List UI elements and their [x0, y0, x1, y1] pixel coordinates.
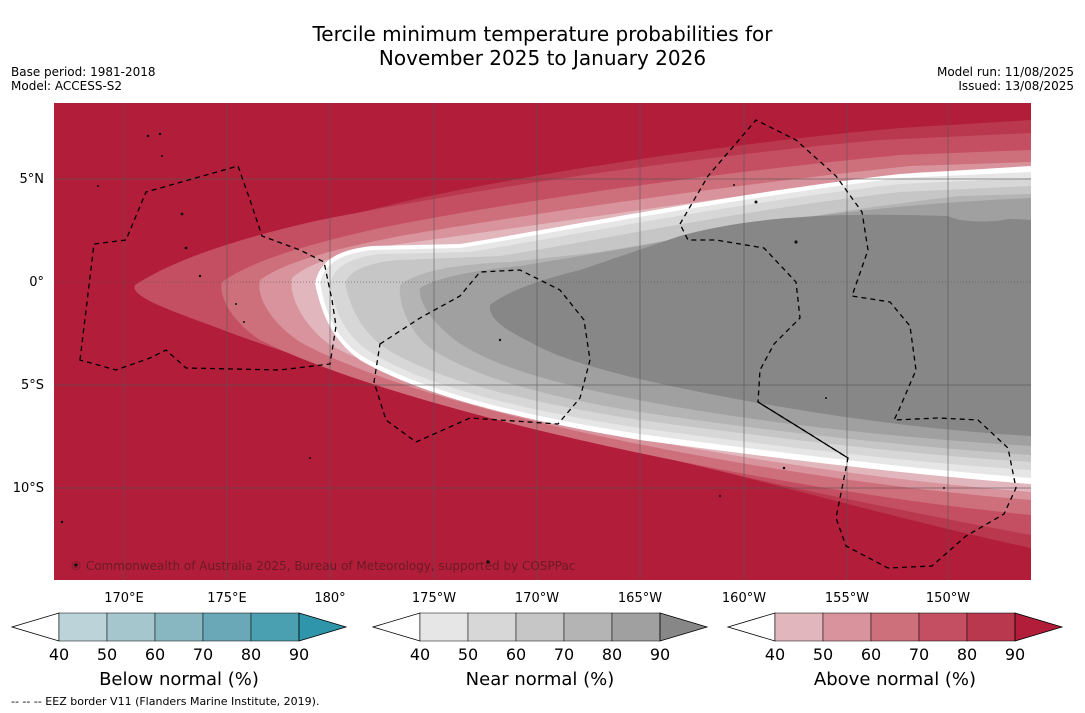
- colorbar-2: 40 50 60 70 80 90 Above normal (%): [726, 612, 1064, 690]
- colorbar-segment: [563, 612, 613, 642]
- colorbar-segment: [58, 612, 108, 642]
- map-title: Tercile minimum temperature probabilitie…: [0, 22, 1085, 70]
- colorbar-tick-label: 50: [97, 645, 117, 664]
- colorbar-tick-label: 50: [813, 645, 833, 664]
- colorbar-segment: [774, 612, 824, 642]
- colorbar-tick-label: 90: [650, 645, 670, 664]
- legend-colorbars: 40 50 60 70 80 90 Below normal (%) 40 50 60 70 80 90…: [10, 612, 1064, 690]
- meta-left: Base period: 1981-2018 Model: ACCESS-S2: [11, 65, 156, 93]
- colorbar-title: Below normal (%): [99, 669, 259, 690]
- colorbar-tick-label: 40: [49, 645, 69, 664]
- model-name: Model: ACCESS-S2: [11, 79, 123, 93]
- graticule: [54, 103, 1031, 580]
- lon-label: 175°E: [207, 591, 247, 606]
- colorbar-segment: [870, 612, 920, 642]
- colorbar-segment: [106, 612, 156, 642]
- lon-label: 175°W: [412, 591, 456, 606]
- colorbar-tick-label: 70: [193, 645, 213, 664]
- colorbar-segment: [202, 612, 252, 642]
- lon-label: 170°E: [104, 591, 144, 606]
- lon-label: 170°W: [515, 591, 559, 606]
- copyright-notice: © Commonwealth of Australia 2025, Bureau…: [70, 559, 575, 573]
- eez-phoenix: [373, 269, 591, 443]
- lat-label: 5°S: [21, 378, 44, 393]
- colorbar-segment: [154, 612, 204, 642]
- shade-near-90: [489, 214, 1031, 436]
- lon-label: 155°W: [825, 591, 869, 606]
- colorbar-segment: [611, 612, 661, 642]
- colorbar-extend-high: [659, 612, 709, 642]
- colorbar-tick-label: 60: [506, 645, 526, 664]
- colorbar-segment: [966, 612, 1016, 642]
- lon-label: 165°W: [618, 591, 662, 606]
- lat-labels: 5°N 0° 5°S 10°S: [13, 172, 44, 496]
- meta-right: Model run: 11/08/2025 Issued: 13/08/2025: [937, 65, 1074, 93]
- model-run: Model run: 11/08/2025: [936, 65, 1074, 79]
- eez-line-islands: [679, 119, 1017, 569]
- colorbar-title: Above normal (%): [814, 669, 976, 690]
- title-line-2: November 2025 to January 2026: [378, 46, 707, 70]
- colorbar-segment: [250, 612, 300, 642]
- lon-label: 160°W: [722, 591, 766, 606]
- colorbar-segment: [467, 612, 517, 642]
- colorbar-tick-label: 70: [909, 645, 929, 664]
- colorbar-tick-label: 40: [765, 645, 785, 664]
- eez-borders: [79, 119, 1017, 569]
- lon-labels: 170°E 175°E 180° 175°W 170°W 165°W 160°W…: [104, 591, 970, 606]
- lat-label: 10°S: [13, 481, 44, 496]
- colorbar-tick-label: 80: [602, 645, 622, 664]
- lon-label: 150°W: [926, 591, 970, 606]
- lon-label: 180°: [314, 591, 345, 606]
- colorbar-1: 40 50 60 70 80 90 Near normal (%): [371, 612, 709, 690]
- colorbar-segment: [419, 612, 469, 642]
- base-period: Base period: 1981-2018: [11, 65, 156, 79]
- colorbar-segment: [822, 612, 872, 642]
- colorbar-0: 40 50 60 70 80 90 Below normal (%): [10, 612, 348, 690]
- map-figure: © Commonwealth of Australia 2025, Bureau…: [10, 103, 1064, 690]
- colorbar-tick-label: 70: [554, 645, 574, 664]
- colorbar-tick-label: 90: [1005, 645, 1025, 664]
- colorbar-tick-label: 90: [289, 645, 309, 664]
- colorbar-segment: [515, 612, 565, 642]
- colorbar-extend-low: [371, 612, 421, 642]
- lat-label: 5°N: [20, 172, 45, 187]
- issued-date: Issued: 13/08/2025: [958, 79, 1074, 93]
- title-line-1: Tercile minimum temperature probabilitie…: [312, 22, 773, 46]
- colorbar-tick-label: 80: [241, 645, 261, 664]
- colorbar-tick-label: 40: [410, 645, 430, 664]
- eez-tuvalu-kiribati: [79, 165, 337, 371]
- colorbar-extend-low: [10, 612, 60, 642]
- colorbar-tick-label: 60: [861, 645, 881, 664]
- colorbar-segment: [918, 612, 968, 642]
- lat-label: 0°: [29, 275, 44, 290]
- colorbar-tick-label: 80: [957, 645, 977, 664]
- islands: [60, 132, 945, 567]
- colorbar-tick-label: 60: [145, 645, 165, 664]
- map-panel: © Commonwealth of Australia 2025, Bureau…: [54, 103, 1031, 580]
- eez-solid-segment: [757, 401, 849, 459]
- colorbar-extend-low: [726, 612, 776, 642]
- colorbar-extend-high: [298, 612, 348, 642]
- colorbar-tick-label: 50: [458, 645, 478, 664]
- shade-near-80-patch: [939, 202, 1022, 222]
- colorbar-title: Near normal (%): [466, 669, 615, 690]
- eez-footnote: -- -- -- EEZ border V11 (Flanders Marine…: [11, 695, 320, 708]
- colorbar-extend-high: [1014, 612, 1064, 642]
